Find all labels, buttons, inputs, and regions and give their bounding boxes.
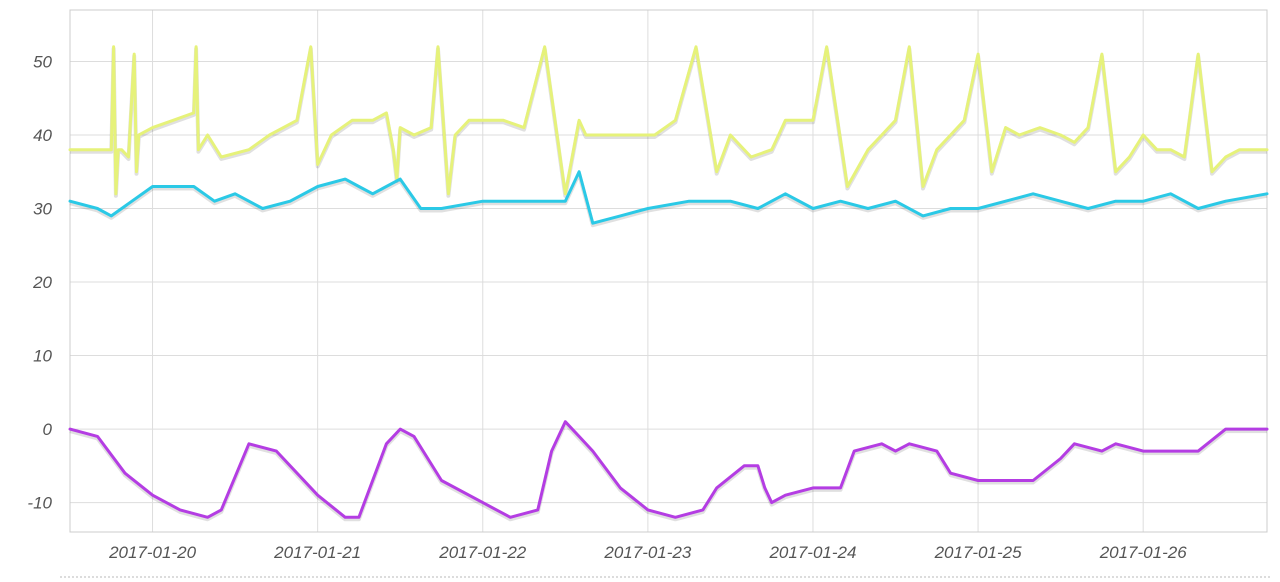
series-line-shadow [69,421,1267,522]
plot-frame [69,9,1268,533]
x-tick-label: 2017-01-25 [934,543,1023,562]
x-tick-label: 2017-01-26 [1099,543,1188,562]
bottom-divider [60,576,1270,578]
x-tick-label: 2017-01-24 [768,543,856,562]
series-1 [68,170,1269,228]
series-2 [68,420,1269,522]
series-line [68,45,1269,196]
series-line [68,420,1269,519]
x-tick-label: 2017-01-20 [108,543,197,562]
x-tick-label: 2017-01-21 [273,543,361,562]
series-group [68,45,1269,522]
series-line-shadow [69,171,1268,228]
x-axis: 2017-01-20 2017-01-21 2017-01-22 2017-01-23… [108,543,1187,562]
x-tick-label: 2017-01-22 [438,543,527,562]
grid [70,10,1267,532]
x-tick-label: 2017-01-23 [603,543,692,562]
series-line-shadow [70,46,1267,198]
y-axis: 50 40 30 20 10 0 -10 [27,52,52,512]
y-tick-label: 40 [33,126,52,145]
y-tick-label: -10 [27,494,52,513]
y-tick-label: 10 [33,347,52,366]
y-tick-label: 30 [33,200,52,219]
y-tick-label: 50 [33,52,52,71]
series-0 [68,45,1269,198]
y-tick-label: 0 [43,420,53,439]
series-line [68,170,1269,225]
y-tick-label: 20 [32,273,52,292]
